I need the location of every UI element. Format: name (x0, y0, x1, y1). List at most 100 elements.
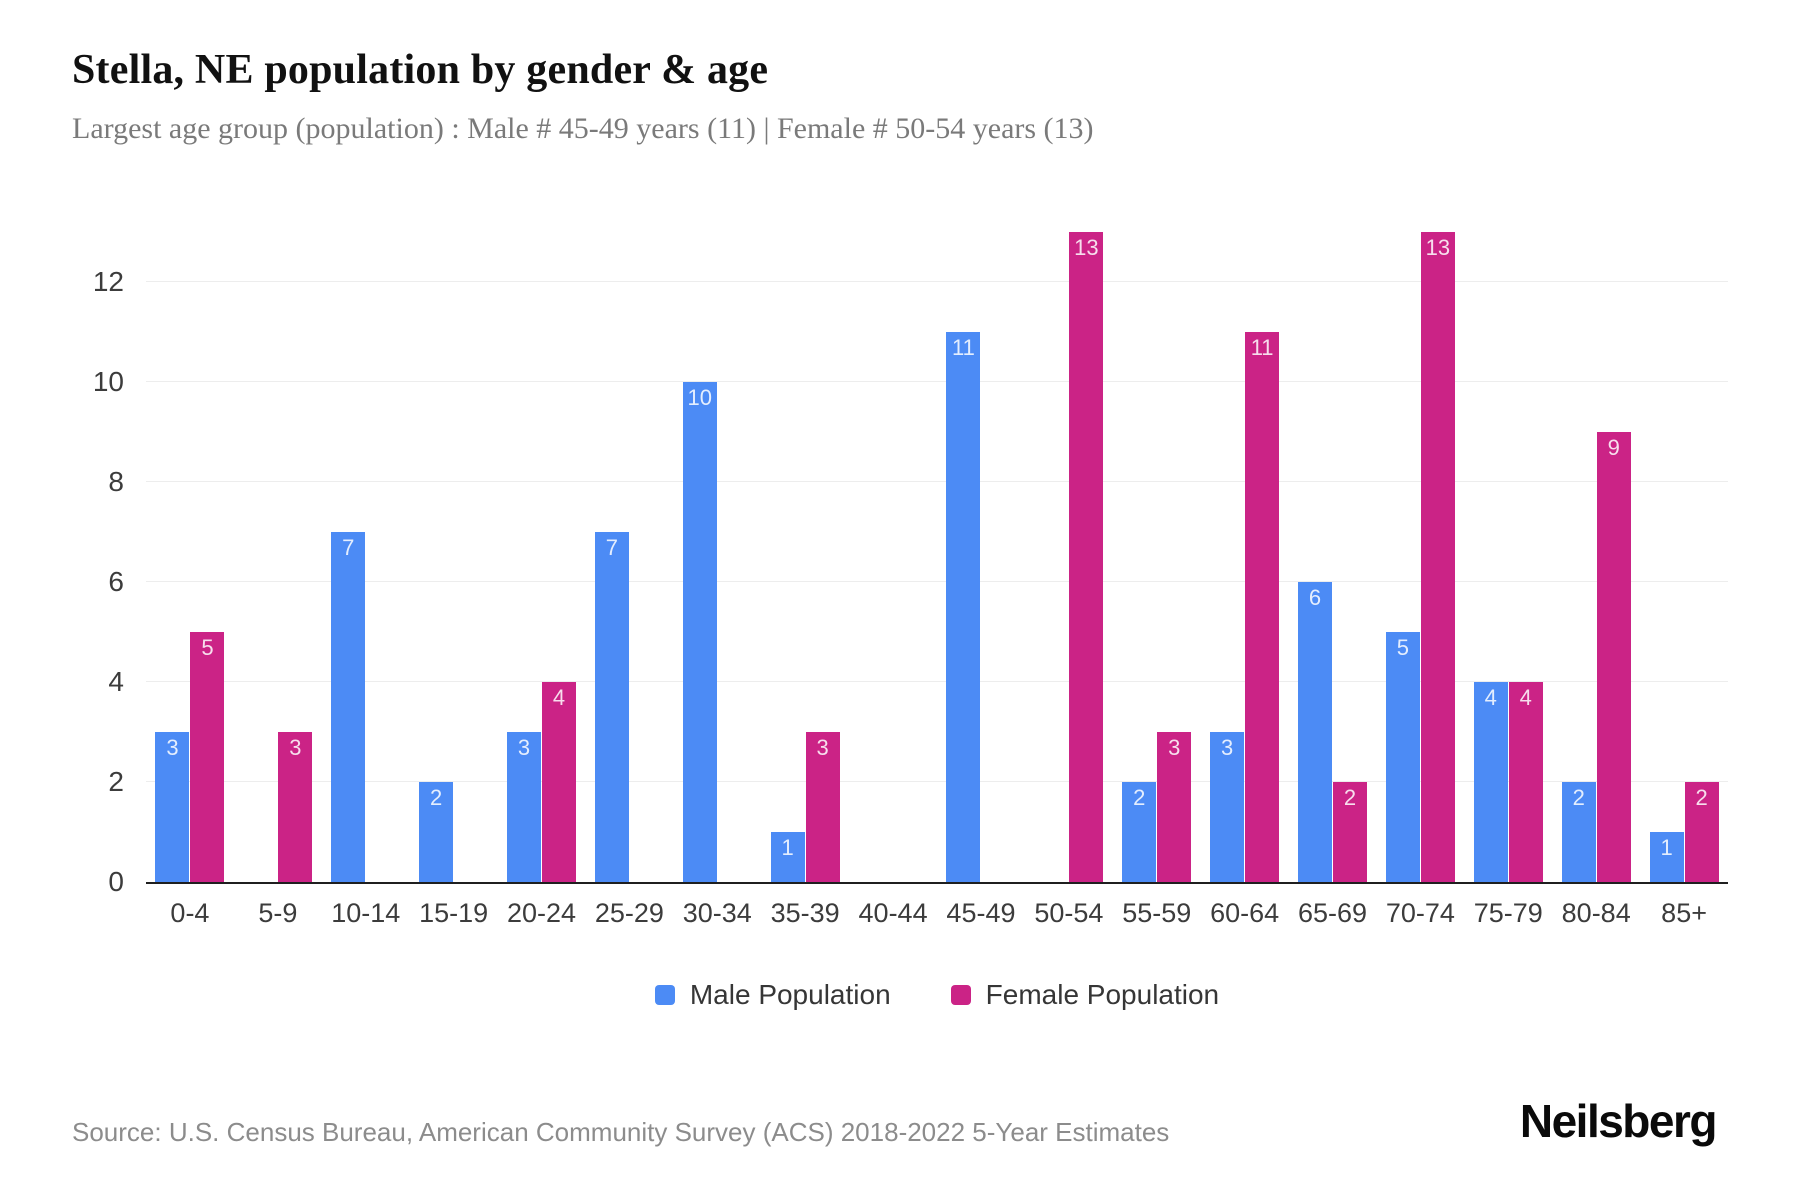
x-axis-tick-55-59: 55-59 (1122, 898, 1192, 928)
female-bar-60-64[interactable]: 11 (1245, 332, 1280, 882)
bar-group-5-9: 3 (234, 234, 322, 882)
x-axis-tick-15-19: 15-19 (419, 898, 489, 928)
bar-value-label: 4 (1519, 685, 1532, 710)
male-bar-60-64[interactable]: 3 (1210, 732, 1245, 882)
bar-group-25-29: 7 (585, 234, 673, 882)
bar-value-label: 13 (1074, 235, 1099, 260)
male-bar-10-14[interactable]: 7 (331, 532, 366, 882)
legend-swatch-icon (654, 985, 675, 1005)
legend-item-male[interactable]: Male Population (654, 979, 891, 1011)
x-axis: 0-4 5-9 10-14 15-19 20-24 25-29 30-34 35-39 40-4… (146, 884, 1728, 929)
female-bar-0-4[interactable]: 5 (190, 632, 225, 882)
female-bar-55-59[interactable]: 3 (1157, 732, 1192, 882)
y-axis-tick-12: 12 (92, 266, 124, 297)
bar-value-label: 7 (342, 535, 355, 560)
bar-value-label: 3 (517, 735, 531, 760)
legend-label: Female Population (985, 979, 1220, 1010)
bar-group-50-54: 13 (1025, 232, 1113, 882)
male-bar-35-39[interactable]: 1 (770, 832, 805, 882)
bar-value-label: 3 (1221, 735, 1234, 760)
x-axis-tick-45-49: 45-49 (946, 898, 1016, 928)
x-axis-tick-0-4: 0-4 (170, 898, 210, 928)
x-axis-tick-30-34: 30-34 (682, 898, 752, 928)
bar-value-label: 11 (1250, 335, 1274, 360)
y-axis-tick-6: 6 (108, 566, 124, 597)
bar-group-40-44 (849, 234, 937, 882)
bar-value-label: 5 (1396, 635, 1410, 660)
bar-value-label: 13 (1425, 235, 1451, 260)
x-axis-tick-80-84: 80-84 (1561, 898, 1631, 928)
x-axis-tick-40-44: 40-44 (858, 898, 928, 928)
page-subtitle: Largest age group (population) : Male # … (72, 112, 1094, 145)
male-bar-20-24[interactable]: 3 (507, 732, 541, 882)
bars-layer: 3 5 3 7 2 3 4 7 10 1 3 11 13 2 3 3 11 6 2 5 13 4 4 2 9 1 2 (146, 232, 1728, 882)
male-bar-75-79[interactable]: 4 (1473, 682, 1508, 882)
bar-value-label: 11 (952, 335, 975, 360)
bar-value-label: 3 (1168, 735, 1181, 760)
male-bar-0-4[interactable]: 3 (155, 732, 190, 882)
brand-logo: Neilsberg (1519, 1095, 1718, 1147)
page-title: Stella, NE population by gender & age (72, 47, 769, 93)
female-bar-65-69[interactable]: 2 (1333, 782, 1368, 882)
gridline-6 (146, 581, 1728, 582)
bar-value-label: 6 (1308, 585, 1322, 610)
male-bar-45-49[interactable]: 11 (946, 332, 981, 882)
bar-value-label: 3 (816, 735, 829, 760)
female-bar-75-79[interactable]: 4 (1508, 682, 1543, 882)
x-axis-tick-70-74: 70-74 (1385, 898, 1455, 928)
female-bar-20-24[interactable]: 4 (542, 682, 576, 882)
plot-area: 0 2 4 6 8 10 12 3 5 3 7 2 3 4 7 10 1 3 11 13 2 3 3 11 6 2 5 13 4 4 2 9… (93, 232, 1728, 897)
x-axis-tick-20-24: 20-24 (506, 898, 577, 928)
gridline-10 (146, 381, 1728, 382)
male-bar-65-69[interactable]: 6 (1298, 582, 1333, 882)
x-axis-tick-10-14: 10-14 (331, 898, 401, 928)
female-bar-70-74[interactable]: 13 (1420, 232, 1455, 882)
y-axis-tick-10: 10 (92, 366, 124, 397)
female-bar-85+[interactable]: 2 (1684, 782, 1719, 882)
bar-value-label: 2 (1572, 785, 1585, 810)
female-bar-5-9[interactable]: 3 (278, 732, 313, 882)
male-bar-30-34[interactable]: 10 (682, 382, 717, 882)
y-axis-tick-2: 2 (108, 766, 124, 797)
x-axis-tick-25-29: 25-29 (594, 898, 664, 928)
gridline-2 (146, 781, 1728, 782)
male-bar-25-29[interactable]: 7 (594, 532, 629, 882)
bar-group-15-19: 2 (410, 234, 498, 882)
bar-group-45-49: 11 (937, 234, 1025, 882)
female-bar-50-54[interactable]: 13 (1069, 232, 1104, 882)
footer: Source: U.S. Census Bureau, American Com… (72, 1094, 1718, 1148)
male-bar-70-74[interactable]: 5 (1385, 632, 1420, 882)
male-bar-55-59[interactable]: 2 (1122, 782, 1157, 882)
female-bar-80-84[interactable]: 9 (1596, 432, 1631, 882)
bar-value-label: 2 (1343, 785, 1357, 810)
x-axis-tick-35-39: 35-39 (770, 898, 840, 928)
bar-value-label: 3 (166, 735, 179, 760)
bar-group-30-34: 10 (673, 234, 761, 882)
bar-value-label: 2 (1695, 785, 1708, 810)
legend: Male Population Female Population (146, 979, 1728, 1011)
male-bar-85+[interactable]: 1 (1649, 832, 1684, 882)
bar-value-label: 7 (605, 535, 619, 560)
gridline-4 (146, 681, 1728, 682)
bar-value-label: 4 (552, 685, 566, 710)
x-axis-tick-5-9: 5-9 (258, 898, 298, 928)
x-axis-tick-60-64: 60-64 (1210, 898, 1280, 928)
legend-item-female[interactable]: Female Population (950, 979, 1220, 1011)
female-bar-35-39[interactable]: 3 (805, 732, 840, 882)
male-bar-15-19[interactable]: 2 (419, 782, 454, 882)
bar-group-10-14: 7 (322, 234, 410, 882)
male-bar-80-84[interactable]: 2 (1561, 782, 1596, 882)
y-axis-tick-8: 8 (108, 466, 124, 497)
gridline-12 (146, 281, 1728, 282)
x-axis-tick-75-79: 75-79 (1473, 898, 1543, 928)
x-axis-tick-85+: 85+ (1661, 898, 1707, 928)
bar-value-label: 2 (1133, 785, 1146, 810)
